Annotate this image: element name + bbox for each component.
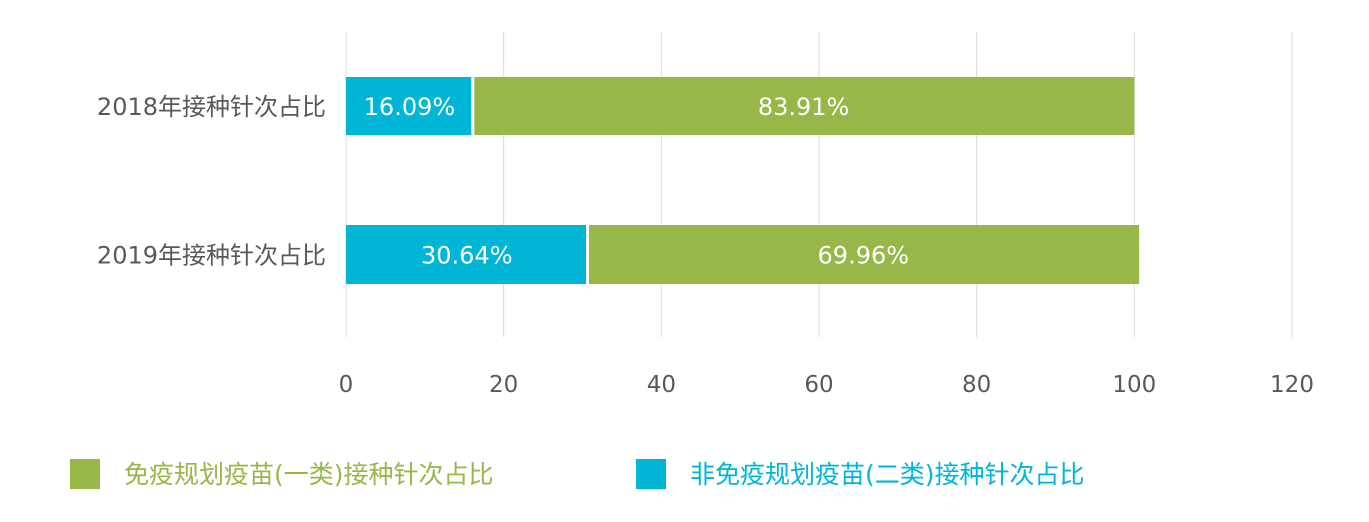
y-axis-categories: 2018年接种针次占比 2019年接种针次占比 [97,93,326,270]
data-label: 69.96% [818,242,910,270]
legend: 免疫规划疫苗(一类)接种针次占比 非免疫规划疫苗(二类)接种针次占比 [70,459,1085,489]
bar-segment [589,225,1140,284]
category-label: 2019年接种针次占比 [97,242,326,270]
x-tick-label: 60 [804,372,833,398]
legend-swatch [636,459,666,489]
x-tick-label: 120 [1270,372,1314,398]
x-axis-ticks: 0 20 40 60 80 100 120 [339,372,1314,398]
bar-segment [346,77,472,135]
x-tick-label: 80 [962,372,991,398]
x-tick-label: 20 [489,372,518,398]
bars: 16.09% 83.91% 30.64% 69.96% [346,77,1140,284]
data-label: 30.64% [421,242,513,270]
bar-segment [474,77,1135,135]
x-tick-label: 100 [1112,372,1156,398]
bar-segment [346,225,587,284]
data-label: 16.09% [364,93,456,121]
x-tick-label: 0 [339,372,354,398]
legend-label: 免疫规划疫苗(一类)接种针次占比 [124,460,494,489]
data-label: 83.91% [758,93,850,121]
category-label: 2018年接种针次占比 [97,93,326,121]
legend-swatch [70,459,100,489]
x-tick-label: 40 [647,372,676,398]
legend-label: 非免疫规划疫苗(二类)接种针次占比 [690,460,1085,489]
